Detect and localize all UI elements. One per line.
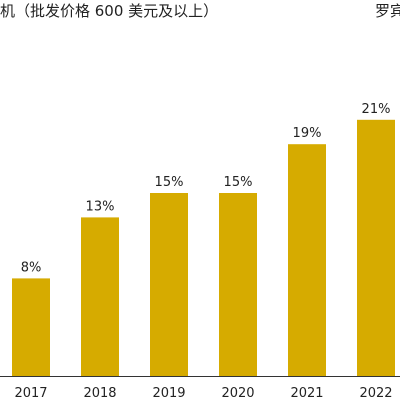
value-labels-group: 8% 13% 15% 15% 19% 21% — [21, 102, 391, 276]
value-label-2022: 21% — [362, 102, 391, 117]
bar-2020 — [219, 193, 257, 376]
x-tick-label-2022: 2022 — [359, 386, 392, 400]
value-label-2021: 19% — [293, 126, 322, 141]
x-tick-label-2020: 2020 — [221, 386, 254, 400]
value-label-2019: 15% — [155, 175, 184, 190]
x-tick-label-2019: 2019 — [152, 386, 185, 400]
x-tick-labels-group: 2017 2018 2019 2020 2021 2022 — [14, 386, 392, 400]
value-label-2018: 13% — [86, 199, 115, 214]
source-label: 罗宾 — [375, 2, 400, 20]
bar-2022 — [357, 119, 395, 377]
value-label-2020: 15% — [224, 175, 253, 190]
bars-group — [12, 119, 395, 377]
x-tick-label-2021: 2021 — [290, 386, 323, 400]
bar-2021 — [288, 144, 326, 376]
bar-2017 — [12, 278, 50, 376]
x-tick-label-2017: 2017 — [14, 386, 47, 400]
bar-2019 — [150, 193, 188, 376]
x-tick-label-2018: 2018 — [83, 386, 116, 400]
chart-title: 机（批发价格 600 美元及以上） — [0, 2, 219, 20]
value-label-2017: 8% — [21, 260, 42, 275]
bar-2018 — [81, 217, 119, 376]
